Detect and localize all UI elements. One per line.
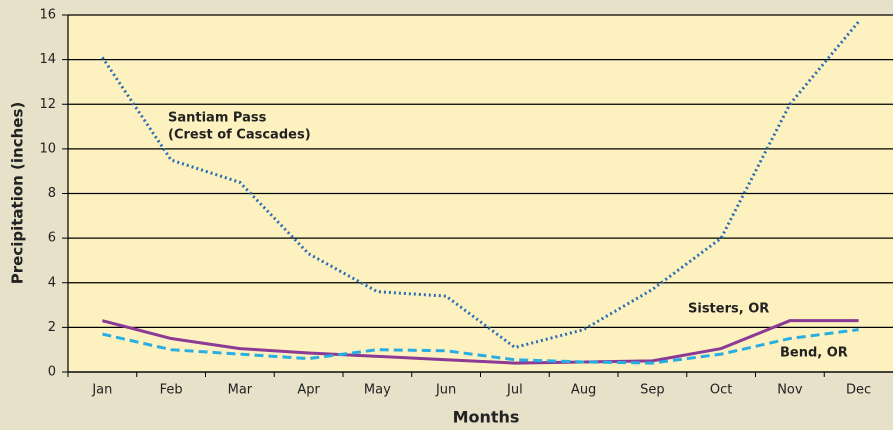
x-tick-label: Aug: [571, 383, 596, 398]
x-tick-label: Jan: [91, 383, 112, 398]
y-axis-title: Precipitation (inches): [9, 102, 27, 285]
x-tick-label: Apr: [297, 383, 320, 398]
x-tick-label: Sep: [640, 383, 665, 398]
x-tick-label: Dec: [846, 383, 871, 398]
x-tick-label: Oct: [710, 383, 732, 398]
y-tick-label: 8: [48, 186, 56, 201]
x-tick-label: Feb: [160, 383, 183, 398]
series-label: Sisters, OR: [688, 302, 769, 317]
y-tick-label: 16: [39, 8, 56, 23]
series-line: [101, 319, 859, 365]
y-tick-label: 14: [39, 52, 56, 67]
series-line: [101, 20, 860, 350]
x-tick-label: Jun: [435, 383, 456, 398]
x-tick-label: Jul: [506, 383, 523, 398]
y-tick-label: 0: [48, 365, 56, 380]
y-tick-label: 10: [39, 141, 56, 156]
series-note: (Crest of Cascades): [168, 128, 311, 143]
x-axis-title: Months: [453, 408, 520, 427]
x-tick-label: Nov: [777, 383, 803, 398]
y-tick-label: 2: [48, 320, 56, 335]
y-tick-label: 12: [39, 97, 56, 112]
y-tick-label: 4: [48, 275, 56, 290]
x-tick-label: Mar: [228, 383, 253, 398]
y-tick-label: 6: [48, 231, 56, 246]
series-label: Bend, OR: [780, 346, 848, 361]
series-label: Santiam Pass: [168, 111, 267, 126]
series-line: [102, 328, 859, 365]
x-tick-label: May: [364, 383, 391, 398]
